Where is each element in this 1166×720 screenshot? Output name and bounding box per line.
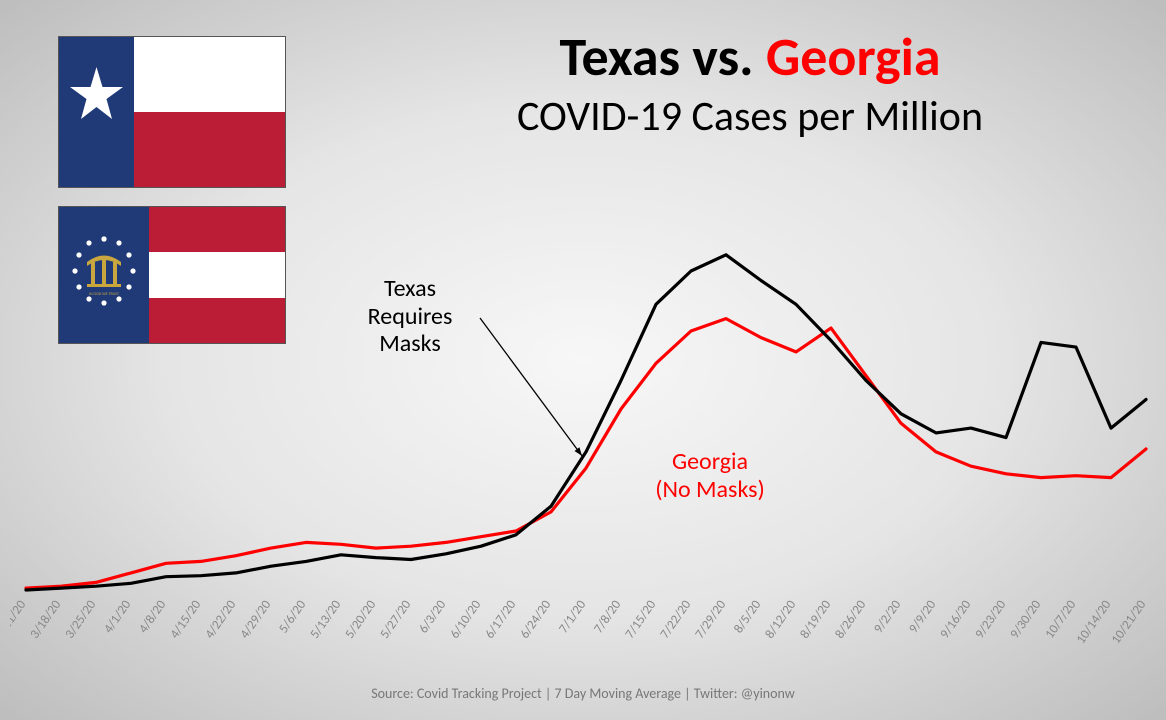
x-tick-label: 4/8/20 — [136, 597, 169, 636]
x-tick-label: 9/30/20 — [1007, 597, 1044, 641]
x-tick-label: 7/8/20 — [591, 597, 624, 636]
annotation-arrow — [480, 318, 582, 456]
x-tick-label: 10/7/20 — [1042, 597, 1079, 641]
x-tick-label: 4/22/20 — [202, 597, 239, 641]
annotation-georgia-nomasks: Georgia (No Masks) — [620, 448, 800, 503]
x-tick-label: 4/1/20 — [101, 597, 134, 636]
x-tick-label: 8/12/20 — [762, 597, 799, 641]
annotation-texas-masks: Texas Requires Masks — [340, 275, 480, 358]
annotation-line: (No Masks) — [620, 476, 800, 504]
x-tick-label: 8/19/20 — [797, 597, 834, 641]
x-tick-label: 7/22/20 — [657, 597, 694, 641]
x-tick-label: 6/10/20 — [447, 597, 484, 641]
x-tick-label: 3/25/20 — [62, 597, 99, 641]
x-tick-label: 9/2/20 — [871, 597, 904, 636]
annotation-line: Requires — [340, 303, 480, 331]
x-tick-label: 9/16/20 — [937, 597, 974, 641]
title-main: Texas vs. Georgia — [370, 28, 1130, 87]
x-tick-label: 10/21/20 — [1109, 597, 1150, 647]
x-tick-label: 4/29/20 — [237, 597, 274, 641]
chart-title: Texas vs. Georgia COVID-19 Cases per Mil… — [370, 28, 1130, 142]
x-tick-label: 4/15/20 — [167, 597, 204, 641]
x-tick-label: 8/5/20 — [731, 597, 764, 636]
x-tick-label: 7/1/20 — [556, 597, 589, 636]
title-subtitle: COVID-19 Cases per Million — [370, 91, 1130, 142]
x-tick-label: 6/17/20 — [482, 597, 519, 641]
x-tick-label: 9/9/20 — [906, 597, 939, 636]
x-tick-label: 3/18/20 — [27, 597, 64, 641]
x-tick-label: 10/14/20 — [1074, 597, 1115, 647]
source-caption: Source: Covid Tracking Project | 7 Day M… — [0, 685, 1166, 702]
annotation-line: Texas — [340, 275, 480, 303]
x-tick-label: 5/6/20 — [276, 597, 309, 636]
x-tick-label: 6/3/20 — [416, 597, 449, 636]
annotation-line: Masks — [340, 330, 480, 358]
x-tick-label: 9/23/20 — [972, 597, 1009, 641]
x-tick-label: 5/27/20 — [377, 597, 414, 641]
x-tick-label: 5/13/20 — [307, 597, 344, 641]
texas-series — [26, 255, 1146, 590]
annotation-arrowhead — [574, 447, 582, 456]
x-tick-label: 8/26/20 — [832, 597, 869, 641]
texas-flag-icon — [58, 36, 286, 188]
title-vs: vs. — [692, 24, 753, 90]
title-state-b: Georgia — [766, 24, 941, 90]
title-state-a: Texas — [559, 24, 680, 90]
annotation-line: Georgia — [620, 448, 800, 476]
line-chart: 3/11/203/18/203/25/204/1/204/8/204/15/20… — [10, 190, 1156, 650]
x-tick-label: 7/15/20 — [622, 597, 659, 641]
x-tick-label: 6/24/20 — [517, 597, 554, 641]
x-tick-label: 5/20/20 — [342, 597, 379, 641]
x-tick-label: 7/29/20 — [692, 597, 729, 641]
x-tick-label: 3/11/20 — [10, 597, 30, 641]
